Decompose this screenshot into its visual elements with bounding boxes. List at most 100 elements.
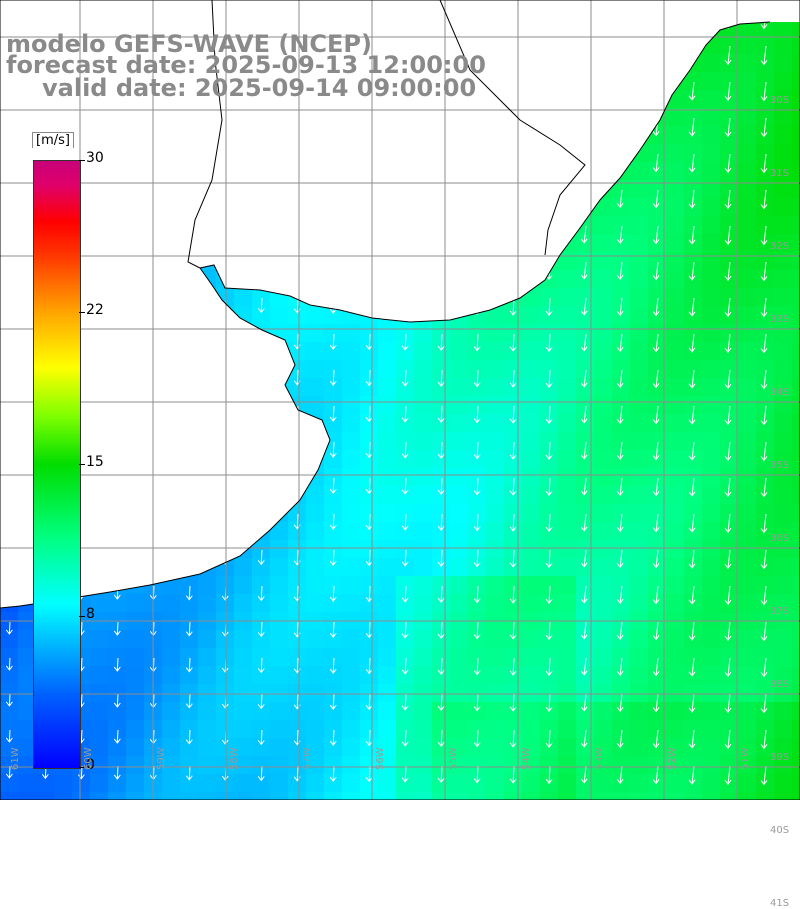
wind-cell bbox=[414, 648, 432, 666]
wind-cell bbox=[396, 684, 414, 702]
wind-cell bbox=[648, 432, 666, 450]
wind-arrow bbox=[260, 297, 263, 313]
wind-cell bbox=[378, 378, 396, 396]
wind-cell bbox=[522, 594, 540, 612]
wind-cell bbox=[756, 468, 774, 486]
wind-cell bbox=[738, 468, 756, 486]
wind-arrow-head bbox=[616, 454, 624, 460]
wind-cell bbox=[324, 540, 342, 558]
wind-arrow bbox=[80, 765, 83, 779]
wind-arrow bbox=[404, 441, 407, 458]
wind-arrow bbox=[727, 297, 731, 317]
wind-cell bbox=[702, 666, 720, 684]
wind-cell bbox=[576, 468, 594, 486]
wind-arrow bbox=[691, 225, 695, 244]
wind-cell bbox=[270, 648, 288, 666]
wind-cell bbox=[774, 702, 792, 720]
wind-arrow-head bbox=[580, 454, 588, 460]
wind-arrow-head bbox=[616, 238, 624, 244]
wind-cell bbox=[648, 792, 666, 800]
wind-cell bbox=[126, 666, 144, 684]
wind-cell bbox=[90, 648, 108, 666]
wind-cell bbox=[774, 648, 792, 666]
wind-arrow bbox=[763, 765, 767, 785]
wind-cell bbox=[738, 252, 756, 270]
wind-cell bbox=[720, 72, 738, 90]
wind-cell bbox=[162, 756, 180, 774]
wind-cell bbox=[216, 576, 234, 594]
wind-cell bbox=[486, 756, 504, 774]
wind-cell bbox=[630, 720, 648, 738]
wind-cell bbox=[774, 576, 792, 594]
wind-cell bbox=[0, 792, 18, 800]
wind-cell bbox=[612, 198, 630, 216]
wind-cell bbox=[684, 288, 702, 306]
wind-cell bbox=[468, 432, 486, 450]
wind-arrow-head bbox=[760, 744, 768, 750]
wind-arrow-head bbox=[437, 525, 445, 532]
wind-cell bbox=[180, 720, 198, 738]
wind-cell bbox=[756, 36, 774, 54]
wind-cell bbox=[396, 756, 414, 774]
wind-arrow bbox=[727, 333, 731, 353]
longitude-label: 57W bbox=[302, 747, 313, 770]
wind-cell bbox=[486, 342, 504, 360]
wind-arrow-head bbox=[113, 702, 121, 708]
wind-cell bbox=[648, 720, 666, 738]
wind-arrow-head bbox=[760, 600, 768, 606]
country-border bbox=[439, 0, 586, 256]
wind-arrow-head bbox=[688, 599, 696, 605]
wind-cell bbox=[594, 270, 612, 288]
map-frame bbox=[0, 0, 800, 800]
wind-cell bbox=[630, 558, 648, 576]
wind-arrow bbox=[619, 549, 623, 568]
wind-arrow-head bbox=[688, 419, 696, 425]
wind-cell bbox=[396, 774, 414, 792]
wind-cell bbox=[792, 684, 800, 702]
wind-arrow-head bbox=[580, 310, 588, 316]
wind-cell bbox=[450, 540, 468, 558]
wind-cell bbox=[594, 450, 612, 468]
wind-map[interactable] bbox=[0, 0, 800, 800]
wind-cell bbox=[702, 558, 720, 576]
wind-cell bbox=[648, 288, 666, 306]
wind-cell bbox=[630, 648, 648, 666]
wind-cell bbox=[666, 594, 684, 612]
wind-cell bbox=[630, 378, 648, 396]
wind-cell bbox=[324, 594, 342, 612]
wind-cell bbox=[36, 774, 54, 792]
wind-cell bbox=[504, 792, 522, 800]
wind-cell bbox=[558, 756, 576, 774]
wind-arrow bbox=[188, 585, 191, 600]
wind-cell bbox=[594, 306, 612, 324]
wind-cell bbox=[612, 738, 630, 756]
wind-arrow-head bbox=[688, 383, 696, 389]
wind-cell bbox=[594, 630, 612, 648]
wind-cell bbox=[738, 432, 756, 450]
wind-cell bbox=[666, 540, 684, 558]
wind-cell bbox=[666, 378, 684, 396]
wind-cell bbox=[792, 162, 800, 180]
wind-cell bbox=[450, 324, 468, 342]
wind-arrow-head bbox=[365, 453, 373, 459]
wind-arrow-head bbox=[652, 527, 660, 533]
wind-cell bbox=[396, 792, 414, 800]
wind-arrow bbox=[440, 477, 443, 495]
wind-cell bbox=[306, 666, 324, 684]
latitude-label: 36S bbox=[770, 533, 790, 544]
wind-arrow-head bbox=[724, 491, 732, 497]
wind-cell bbox=[360, 738, 378, 756]
wind-cell bbox=[558, 504, 576, 522]
wind-cell bbox=[180, 738, 198, 756]
wind-arrow bbox=[116, 657, 119, 672]
wind-arrow-head bbox=[688, 491, 696, 497]
wind-cell bbox=[756, 432, 774, 450]
wind-cell bbox=[630, 468, 648, 486]
wind-cell bbox=[306, 378, 324, 396]
wind-cell bbox=[288, 702, 306, 720]
wind-cell bbox=[594, 774, 612, 792]
wind-cell bbox=[396, 432, 414, 450]
wind-arrow-head bbox=[473, 706, 481, 712]
wind-cell bbox=[594, 666, 612, 684]
wind-cell bbox=[774, 234, 792, 252]
